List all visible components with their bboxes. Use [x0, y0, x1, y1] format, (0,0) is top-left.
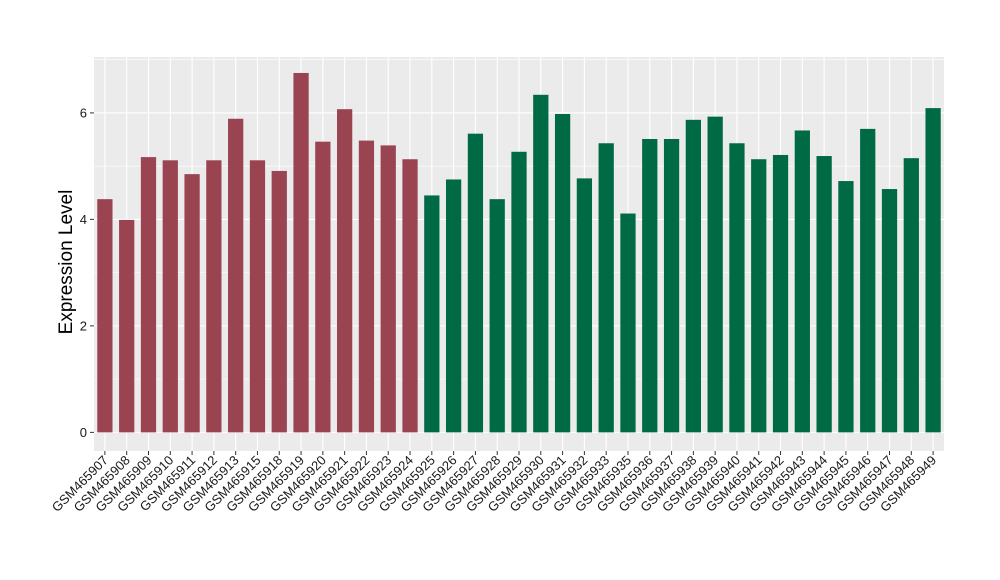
y-tick-label: 2	[80, 318, 87, 333]
bar-GSM465908	[119, 219, 135, 433]
y-axis-title: Expression Level	[56, 190, 77, 335]
bar-GSM465938	[685, 119, 701, 433]
bar-GSM465942	[772, 154, 789, 433]
bar-GSM465948	[903, 158, 919, 433]
bar-series	[97, 72, 941, 433]
bar-GSM465945	[838, 181, 854, 433]
x-axis: GSM465907GSM465908GSM465909GSM465910GSM4…	[49, 451, 939, 515]
bar-GSM465932	[576, 178, 593, 433]
bar-GSM465910	[162, 160, 178, 433]
bar-GSM465933	[598, 143, 614, 433]
bar-GSM465913	[228, 118, 244, 433]
bar-GSM465939	[707, 116, 723, 433]
bar-GSM465943	[794, 130, 810, 433]
bar-GSM465930	[533, 94, 549, 433]
y-tick-label: 6	[80, 105, 87, 120]
bar-GSM465922	[358, 140, 375, 433]
bar-GSM465925	[424, 195, 440, 433]
bar-GSM465921	[337, 109, 353, 433]
y-tick-label: 4	[80, 212, 87, 227]
bar-GSM465947	[881, 189, 898, 433]
bar-GSM465935	[620, 213, 636, 433]
bar-GSM465940	[729, 143, 745, 433]
bar-GSM465949	[925, 108, 941, 433]
bar-GSM465937	[663, 138, 680, 433]
bar-GSM465912	[206, 160, 222, 433]
bar-GSM465911	[184, 174, 200, 433]
bar-GSM465907	[97, 199, 113, 433]
y-axis: 0 2 4 6	[80, 105, 94, 440]
bar-GSM465923	[380, 145, 396, 433]
bar-GSM465918	[271, 170, 287, 433]
y-tick-label: 0	[80, 425, 87, 440]
bar-GSM465919	[293, 72, 309, 433]
bar-GSM465924	[402, 159, 418, 433]
bar-GSM465915	[249, 160, 266, 433]
bar-GSM465926	[445, 179, 462, 433]
bar-GSM465941	[751, 159, 767, 433]
bar-GSM465936	[642, 138, 658, 433]
bar-GSM465928	[489, 199, 505, 433]
bar-GSM465944	[816, 156, 832, 433]
bar-GSM465909	[140, 157, 157, 433]
bar-GSM465920	[315, 141, 331, 433]
bar-GSM465946	[860, 128, 876, 433]
bar-GSM465929	[511, 151, 527, 433]
bar-GSM465927	[467, 133, 484, 433]
bar-GSM465931	[554, 113, 571, 433]
